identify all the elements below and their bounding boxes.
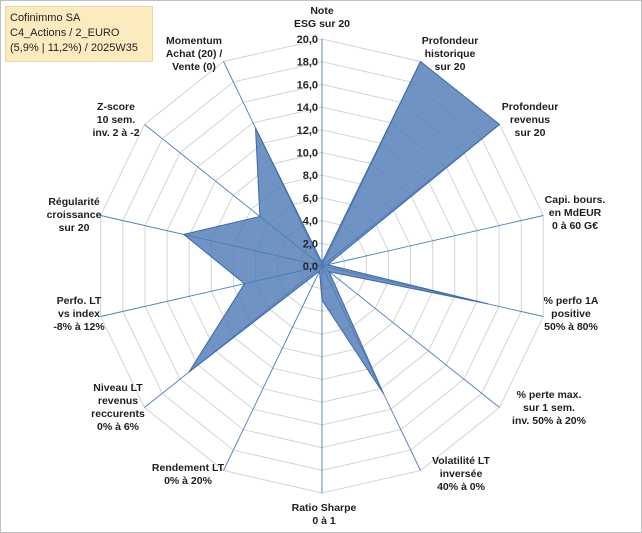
category-label: Note ESG sur 20	[294, 5, 350, 30]
axis-spoke	[223, 265, 323, 471]
category-label-line: sur 20	[515, 127, 546, 139]
category-label-line: Rendement LT	[152, 462, 225, 474]
category-label-line: % perfo 1A	[544, 295, 599, 307]
category-label-line: 0 à 1	[312, 515, 336, 527]
category-label-line: Régularité	[48, 196, 100, 208]
category-label-line: Note	[310, 5, 333, 17]
chart-title-category: C4_Actions / 2_EURO	[10, 27, 120, 39]
tick-label: 18,0	[297, 57, 318, 69]
category-label-line: Profondeur	[422, 35, 479, 47]
category-label: Régularité croissance sur 20	[47, 196, 102, 234]
category-label-line: Capi. bours.	[545, 194, 606, 206]
category-label-line: 40% à 0%	[437, 481, 486, 493]
axis-spoke	[321, 215, 544, 267]
category-label-line: Vente (0)	[172, 61, 216, 73]
category-label-line: inv. 50% à 20%	[512, 415, 587, 427]
category-label-line: historique	[425, 48, 476, 60]
axis-spoke	[321, 265, 500, 408]
category-label-line: Niveau LT	[93, 382, 143, 394]
tick-label: 0,0	[303, 261, 318, 273]
category-label: Capi. bours. en MdEUR 0 à 60 G€	[545, 194, 606, 232]
category-label: Rendement LT 0% à 20%	[152, 462, 225, 487]
tick-label: 8,0	[303, 170, 318, 182]
category-label-line: positive	[551, 308, 591, 320]
tick-label: 10,0	[297, 148, 318, 160]
category-label: % perfo 1A positive 50% à 80%	[544, 295, 599, 333]
category-label: Profondeur revenus sur 20	[502, 101, 559, 139]
category-label-line: 0 à 60 G€	[552, 220, 598, 232]
category-label-line: sur 1 sem.	[523, 402, 575, 414]
category-label-line: sur 20	[59, 222, 90, 234]
category-label: Volatilité LT inversée 40% à 0%	[432, 455, 491, 493]
category-label-line: revenus	[510, 114, 550, 126]
category-label-line: Profondeur	[502, 101, 559, 113]
category-label-line: Ratio Sharpe	[292, 502, 357, 514]
series-layer	[182, 60, 501, 395]
category-label-line: en MdEUR	[549, 207, 602, 219]
category-label-line: 10 sem.	[97, 114, 136, 126]
category-label-line: sur 20	[435, 61, 466, 73]
tick-label: 20,0	[297, 34, 318, 46]
tick-label: 14,0	[297, 102, 318, 114]
category-label-line: Perfo. LT	[57, 295, 102, 307]
category-label: Profondeur historique sur 20	[422, 35, 479, 73]
category-label: % perte max. sur 1 sem. inv. 50% à 20%	[512, 389, 587, 427]
category-label-line: Volatilité LT	[432, 455, 491, 467]
chart-title-stats: (5,9% | 11,2%) / 2025W35	[10, 42, 138, 54]
series-area	[182, 60, 501, 395]
category-label-line: revenus	[98, 395, 138, 407]
category-label: Z-score 10 sem. inv. 2 à -2	[92, 101, 139, 139]
category-label-line: croissance	[47, 209, 102, 221]
category-label-line: 50% à 80%	[544, 321, 598, 333]
category-label-line: % perte max.	[517, 389, 582, 401]
tick-label: 4,0	[303, 216, 318, 228]
category-label-line: 0% à 20%	[164, 475, 213, 487]
category-label-line: inversée	[440, 468, 483, 480]
tick-label: 12,0	[297, 125, 318, 137]
category-label-line: inv. 2 à -2	[92, 127, 139, 139]
tick-label: 16,0	[297, 79, 318, 91]
chart-title-company: Cofinimmo SA	[10, 12, 81, 24]
category-label-line: Momentum	[166, 35, 222, 47]
tick-label: 6,0	[303, 193, 318, 205]
tick-layer: 0,0 2,0 4,0 6,0 8,0 10,0 12,0 14,0 16,0 18,0 20,0	[297, 34, 318, 273]
category-label-line: -8% à 12%	[53, 321, 105, 333]
category-label: Niveau LT revenus reccurents 0% à 6%	[91, 382, 145, 433]
category-label-line: reccurents	[91, 408, 145, 420]
category-label-line: ESG sur 20	[294, 18, 350, 30]
category-label-line: vs index	[58, 308, 100, 320]
category-label-line: Achat (20) /	[166, 48, 223, 60]
category-label: Ratio Sharpe 0 à 1	[292, 502, 357, 527]
category-label-line: 0% à 6%	[97, 421, 140, 433]
category-label: Momentum Achat (20) / Vente (0)	[166, 35, 223, 73]
category-label-line: Z-score	[97, 101, 135, 113]
chart-title-box: Cofinimmo SA C4_Actions / 2_EURO (5,9% |…	[5, 6, 153, 62]
category-label: Perfo. LT vs index -8% à 12%	[53, 295, 105, 333]
tick-label: 2,0	[303, 238, 318, 250]
